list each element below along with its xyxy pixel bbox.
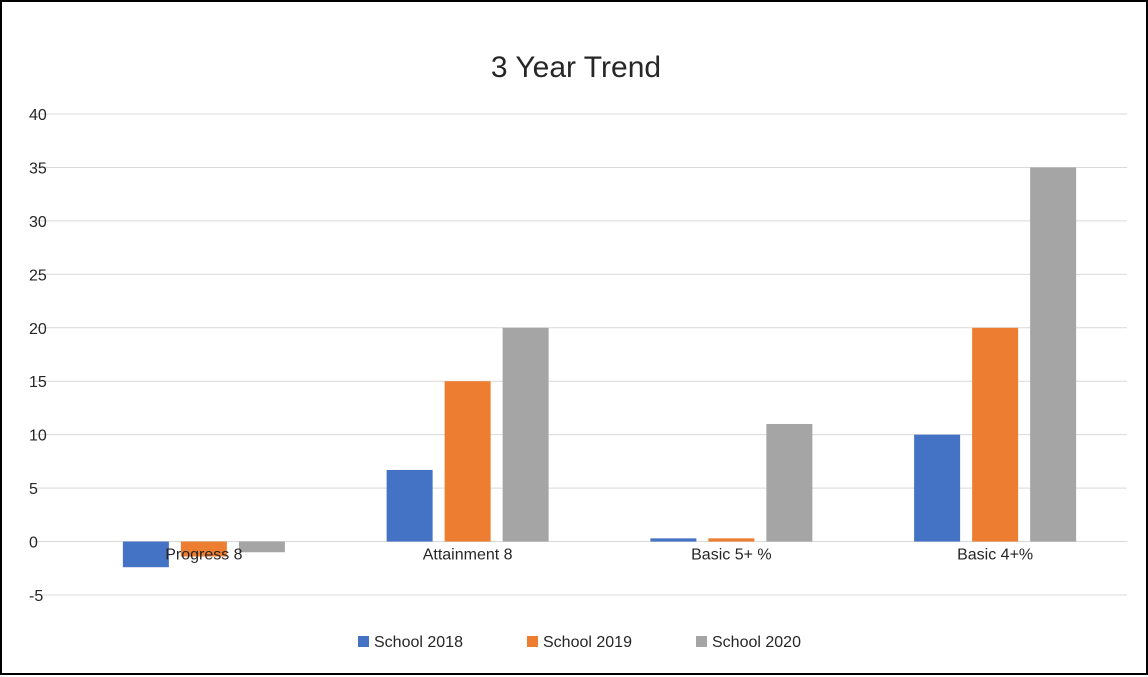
- bar-school-2019-0: [180, 541, 227, 557]
- category-label: Basic 4+%: [957, 547, 1033, 564]
- legend-label: School 2018: [374, 634, 463, 651]
- legend-label: School 2020: [712, 634, 801, 651]
- category-label: Attainment 8: [423, 547, 513, 564]
- y-tick-label: 30: [29, 214, 47, 231]
- bar-school-2019-2: [708, 538, 755, 542]
- y-tick-label: -5: [29, 588, 43, 605]
- y-tick-label: 40: [29, 107, 47, 124]
- bar-school-2020-0: [238, 541, 285, 553]
- chart-title: 3 Year Trend: [491, 51, 661, 84]
- bar-school-2019-1: [444, 381, 491, 542]
- bar-school-2020-3: [1030, 167, 1077, 542]
- y-tick-label: 5: [29, 481, 38, 498]
- category-label: Progress 8: [165, 547, 242, 564]
- legend-swatch: [358, 636, 369, 647]
- bar-school-2020-1: [502, 327, 549, 542]
- y-tick-label: 35: [29, 160, 47, 177]
- y-tick-label: 0: [29, 535, 38, 552]
- bars: [122, 167, 1077, 568]
- bar-school-2018-0: [122, 541, 169, 568]
- bar-school-2018-2: [650, 538, 697, 542]
- category-label: Basic 5+ %: [691, 547, 771, 564]
- y-tick-label: 20: [29, 321, 47, 338]
- y-tick-label: 10: [29, 428, 47, 445]
- legend-label: School 2019: [543, 634, 632, 651]
- x-axis-category-labels: Progress 8 Attainment 8 Basic 5+ % Basic 4+…: [165, 547, 1033, 564]
- legend-swatch: [527, 636, 538, 647]
- bar-school-2018-3: [914, 434, 961, 542]
- y-axis-ticks: -5 0 5 10 15 20 25 30 35 40: [29, 107, 47, 605]
- y-tick-label: 25: [29, 267, 47, 284]
- bar-school-2018-1: [386, 469, 433, 542]
- bar-school-2019-3: [972, 327, 1019, 542]
- bar-school-2020-2: [766, 423, 813, 542]
- legend: School 2018 School 2019 School 2020: [358, 634, 801, 651]
- gridlines: [34, 113, 1127, 596]
- y-tick-label: 15: [29, 374, 47, 391]
- legend-swatch: [696, 636, 707, 647]
